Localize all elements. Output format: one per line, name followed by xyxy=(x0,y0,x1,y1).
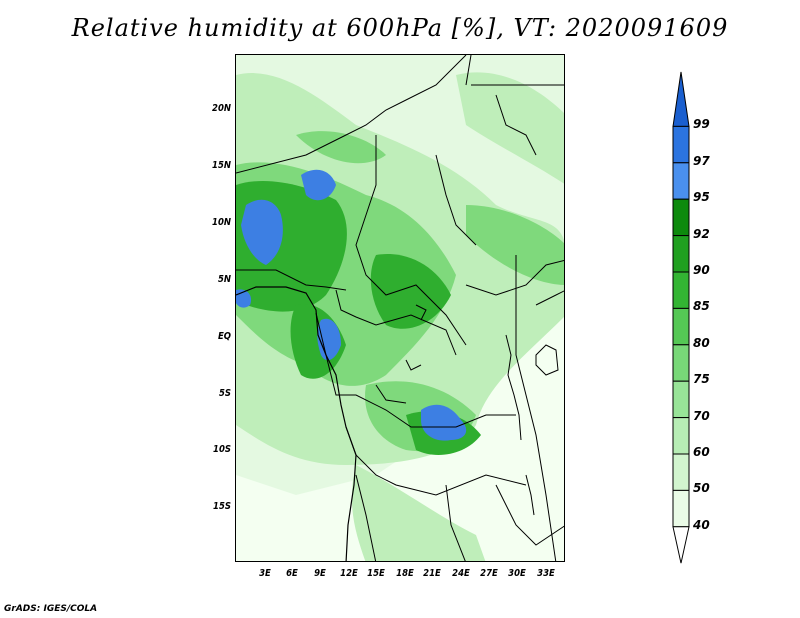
lat-label: 10S xyxy=(213,444,231,455)
grads-credit: GrADS: IGES/COLA xyxy=(4,604,98,614)
colorbar-segment xyxy=(672,271,690,309)
lon-label: 6E xyxy=(286,568,298,579)
humidity-field-95-99 xyxy=(236,169,467,441)
lon-label: 12E xyxy=(340,568,358,579)
colorbar-label: 85 xyxy=(693,299,710,314)
colorbar-label: 75 xyxy=(693,372,710,387)
lat-label: 5N xyxy=(217,274,231,285)
colorbar-segment xyxy=(672,489,690,528)
colorbar-segment xyxy=(672,344,690,382)
lon-label: 9E xyxy=(314,568,326,579)
colorbar-segment xyxy=(672,125,690,164)
colorbar-top-arrow xyxy=(672,71,690,127)
colorbar-label: 60 xyxy=(693,445,710,459)
lat-label: EQ xyxy=(217,331,231,342)
colorbar-segment xyxy=(672,453,690,491)
colorbar-segment xyxy=(672,417,690,455)
lat-label: 20N xyxy=(212,103,231,114)
colorbar-label: 90 xyxy=(693,263,710,277)
colorbar-label: 97 xyxy=(693,153,710,168)
lon-label: 30E xyxy=(508,568,526,579)
colorbar-segment xyxy=(672,162,690,200)
colorbar-label: 40 xyxy=(693,517,710,532)
lat-label: 15N xyxy=(212,160,231,171)
coastline xyxy=(236,286,357,561)
colorbar-label: 99 xyxy=(693,117,710,132)
lon-label: 21E xyxy=(423,568,441,579)
lat-label: 5S xyxy=(218,388,231,399)
map-canvas xyxy=(236,55,564,561)
lon-label: 3E xyxy=(259,568,271,579)
lakes-and-rivers xyxy=(375,304,559,516)
colorbar-bottom-arrow xyxy=(672,526,690,564)
chart-title: Relative humidity at 600hPa [%], VT: 202… xyxy=(71,14,729,42)
lat-label: 10N xyxy=(212,217,231,228)
colorbar-label: 50 xyxy=(693,481,710,496)
lon-label: 27E xyxy=(480,568,498,579)
colorbar-label: 95 xyxy=(693,190,710,205)
colorbar-label: 70 xyxy=(693,408,710,423)
colorbar-label: 80 xyxy=(693,335,710,350)
colorbar-label: 92 xyxy=(693,226,710,241)
colorbar-segment xyxy=(672,198,690,237)
lon-label: 24E xyxy=(452,568,470,579)
colorbar-segment xyxy=(672,380,690,419)
humidity-map xyxy=(235,54,565,562)
lon-label: 33E xyxy=(537,568,555,579)
lon-label: 18E xyxy=(396,568,414,579)
country-borders xyxy=(236,55,564,561)
colorbar-segment xyxy=(672,235,690,273)
lat-label: 15S xyxy=(213,501,231,512)
colorbar-segment xyxy=(672,307,690,346)
lon-label: 15E xyxy=(367,568,385,579)
